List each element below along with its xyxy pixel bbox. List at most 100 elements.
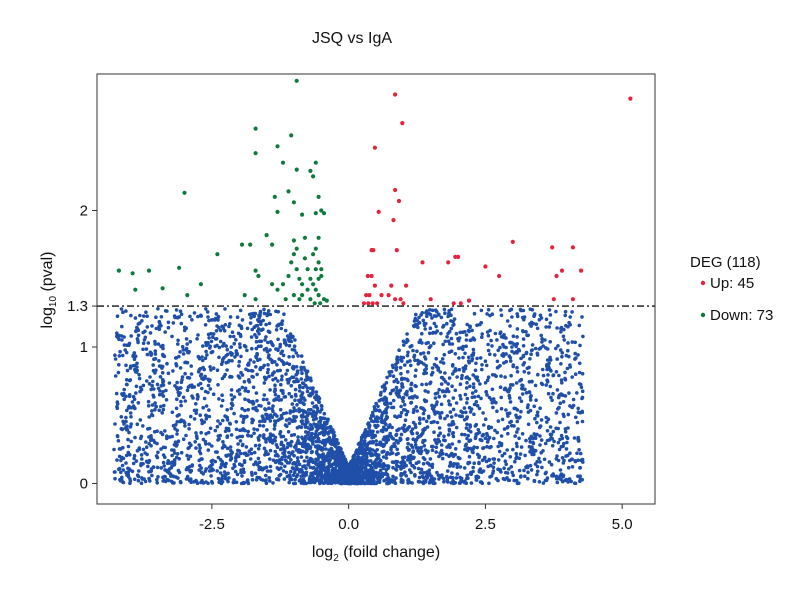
ns-point [137,372,141,377]
ns-point [478,467,483,471]
ns-point [528,398,533,402]
ns-point [473,395,477,399]
ns-point [314,397,319,402]
ns-point [197,443,201,447]
ns-point [312,422,316,426]
ns-point [181,352,186,356]
down-point [313,267,318,272]
ns-point [399,355,403,360]
ns-point [129,422,133,426]
ns-point [423,327,428,331]
ns-point [364,457,368,462]
ns-point [442,352,447,357]
ns-point [194,431,198,435]
down-point [291,252,296,257]
ns-point [308,423,313,427]
ns-point [234,427,239,432]
ns-point [406,477,411,482]
down-point [133,287,138,292]
down-point [270,282,275,287]
ns-point [338,461,343,465]
down-point [302,256,307,261]
ns-point [300,408,305,413]
ns-point [178,479,183,484]
ns-point [198,463,202,468]
ns-point [300,391,305,395]
ns-point [395,460,400,464]
ns-point [527,444,532,449]
ns-point [119,458,123,463]
ns-point [558,437,562,442]
ns-point [426,390,430,394]
ns-point [528,322,532,326]
ns-point [227,324,231,329]
ns-point [159,404,163,409]
ns-point [423,399,428,404]
ns-point [515,312,519,316]
ns-point [543,338,547,342]
ns-point [372,405,377,409]
ns-point [514,381,519,385]
ns-point [318,460,322,465]
ns-point [399,472,403,477]
ns-point [370,472,374,477]
ns-point [291,364,296,369]
ns-point [232,395,237,399]
ns-point [188,454,193,459]
ns-point [199,457,203,461]
ns-point [478,322,482,327]
ns-point [278,407,283,412]
ns-point [539,418,544,422]
ns-point [157,324,161,329]
ns-point [215,324,219,328]
up-point [370,301,375,306]
ns-point [112,470,117,474]
ns-point [437,387,442,392]
ns-point [303,423,307,427]
ns-point [321,438,326,443]
ns-point [475,403,480,408]
ns-point [424,371,429,375]
ns-point [208,344,212,349]
ns-point [132,453,137,458]
ns-point [287,355,291,359]
ns-point [555,326,559,330]
ns-point [267,436,271,441]
ns-point [286,455,291,460]
ns-point [449,349,454,354]
down-point [313,211,318,216]
ns-point [207,414,212,419]
ns-point [548,313,553,317]
ns-point [240,406,244,411]
ns-point [336,441,340,446]
up-point [510,239,515,244]
ns-point [475,356,479,361]
ns-point [384,396,389,401]
ns-point [485,393,489,397]
ns-point [450,475,455,480]
ns-point [236,331,241,336]
ns-point [435,400,439,404]
ns-point [410,431,414,436]
ns-point [283,458,288,462]
ns-point [185,342,189,346]
ns-point [446,314,450,319]
ns-point [314,390,319,394]
ns-point [311,418,316,422]
ns-point [362,440,367,444]
ns-point [524,350,529,355]
ns-point [206,448,211,452]
ns-point [521,308,526,313]
ns-point [297,409,302,414]
ns-point [276,418,280,423]
ns-point [175,432,179,436]
ns-point [548,321,553,325]
ns-point [293,477,297,482]
ns-point [550,473,554,478]
ns-point [252,450,257,455]
ns-point [216,383,220,387]
ns-point [225,446,230,451]
ns-point [321,460,325,464]
ns-point [378,409,382,413]
ns-point [348,481,353,485]
